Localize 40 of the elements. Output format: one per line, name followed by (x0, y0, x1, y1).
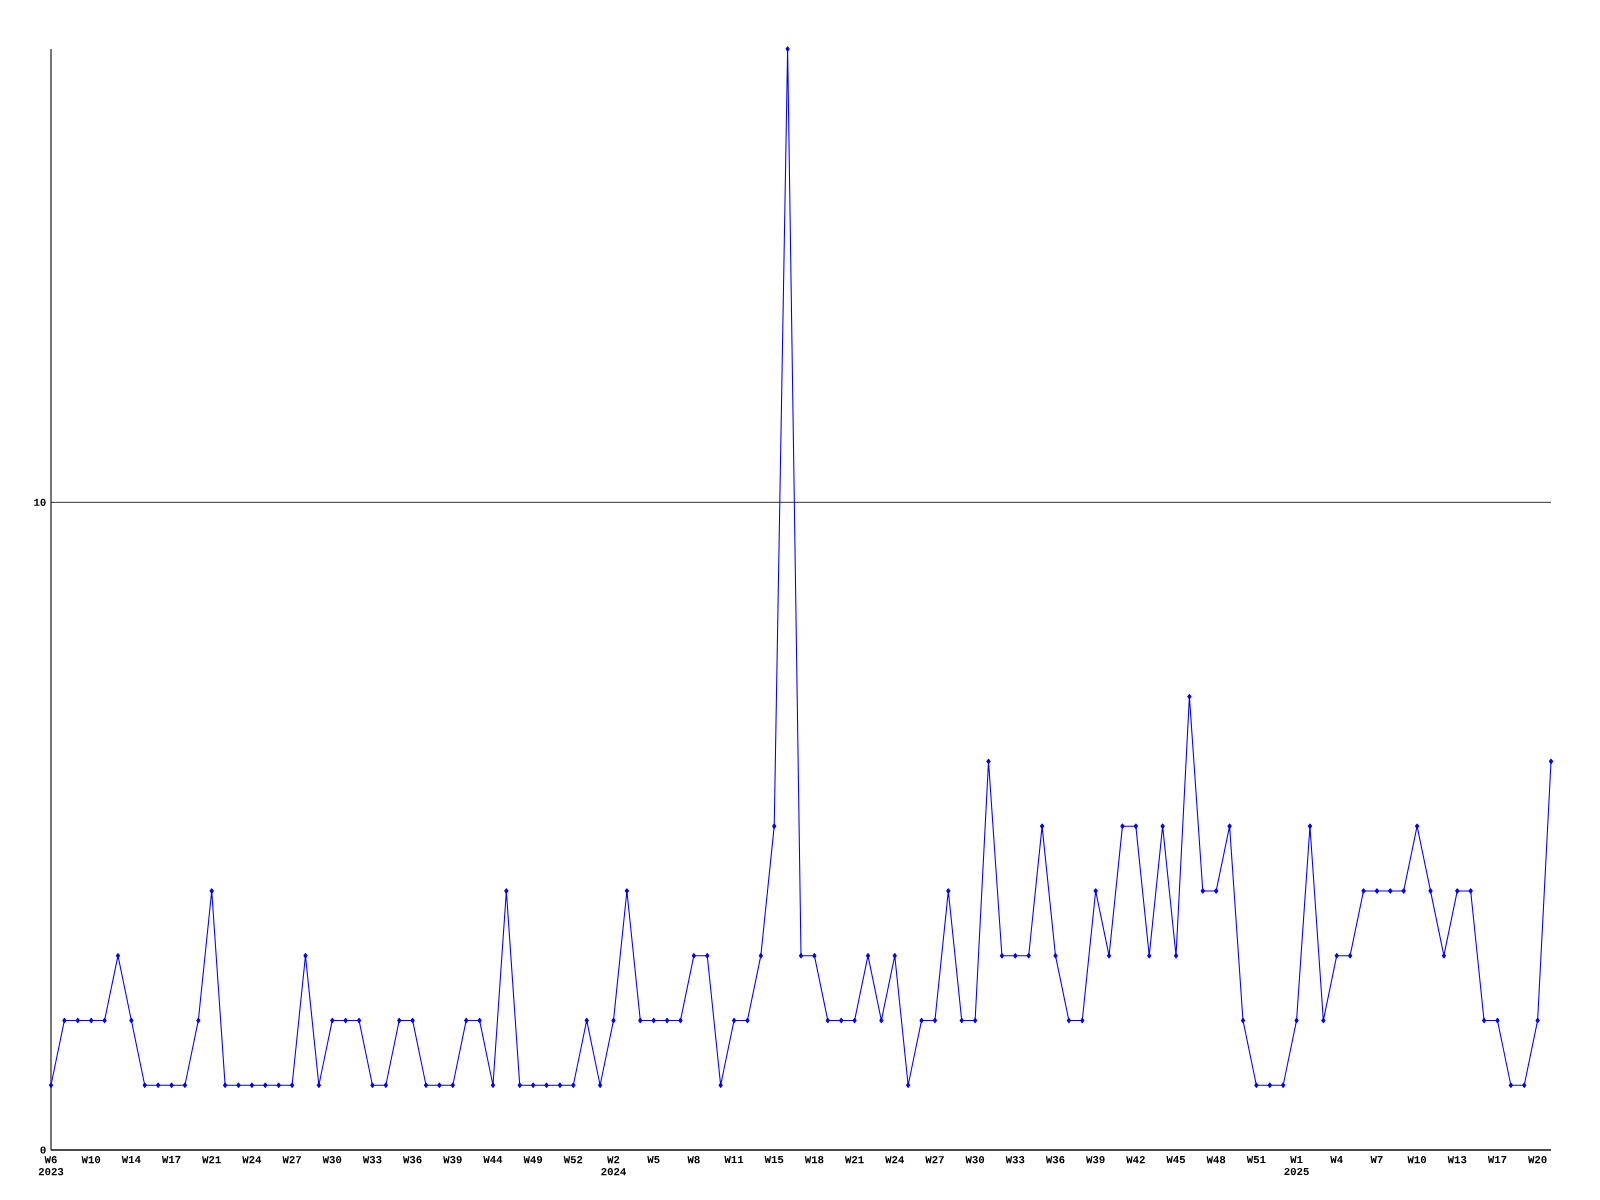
x-tick-label: W13 (1447, 1156, 1467, 1164)
x-tick-label: W17 (161, 1156, 181, 1164)
x-tick-label: W21 (844, 1156, 864, 1164)
x-tick-label: W1 2025 (1284, 1156, 1309, 1176)
x-tick-label: W20 (1528, 1156, 1547, 1164)
x-tick-label: W36 (403, 1156, 422, 1164)
x-tick-label: W6 2023 (38, 1156, 64, 1176)
x-tick-label: W24 (242, 1156, 262, 1164)
x-tick-label: W8 (687, 1156, 700, 1164)
x-tick-label: W27 (925, 1156, 944, 1164)
x-tick-label: W30 (322, 1156, 342, 1164)
x-tick-label: W36 (1045, 1156, 1065, 1164)
x-tick-label: W45 (1166, 1156, 1186, 1164)
x-tick-label: W39 (443, 1156, 462, 1164)
x-tick-label: W52 (563, 1156, 583, 1164)
x-tick-label: W7 (1370, 1156, 1383, 1164)
x-tick-label: W14 (121, 1156, 141, 1164)
x-tick-label: W33 (362, 1156, 382, 1164)
x-tick-label: W42 (1126, 1156, 1145, 1164)
x-tick-label: W5 (647, 1156, 660, 1164)
x-tick-label: W11 (724, 1156, 744, 1164)
x-tick-label: W4 (1330, 1156, 1343, 1164)
x-tick-label: W51 (1246, 1156, 1266, 1164)
x-tick-label: W44 (483, 1156, 503, 1164)
x-tick-label: W39 (1086, 1156, 1105, 1164)
y-tick-label: 0 (40, 1146, 46, 1154)
x-tick-label: W21 (202, 1156, 221, 1164)
x-tick-label: W24 (885, 1156, 905, 1164)
x-tick-label: W49 (523, 1156, 543, 1164)
x-tick-label: W48 (1206, 1156, 1226, 1164)
x-tick-label: W30 (965, 1156, 985, 1164)
y-tick-label: 10 (34, 498, 46, 506)
x-tick-label: W2 2024 (601, 1156, 626, 1176)
x-tick-label: W17 (1487, 1156, 1507, 1164)
x-tick-label: W15 (764, 1156, 784, 1164)
x-tick-label: W10 (1407, 1156, 1427, 1164)
x-tick-label: W10 (81, 1156, 101, 1164)
x-tick-label: W27 (282, 1156, 301, 1164)
x-tick-label: W33 (1005, 1156, 1025, 1164)
x-tick-label: W18 (804, 1156, 824, 1164)
